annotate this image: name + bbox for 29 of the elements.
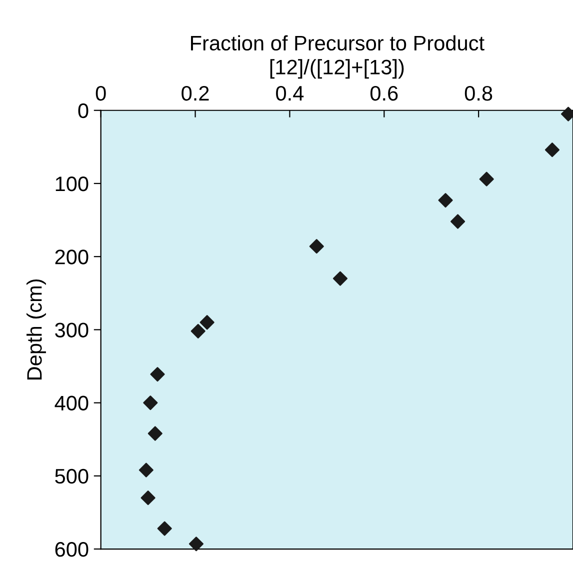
y-tick-label: 500 [55, 468, 88, 484]
y-tick-label: 200 [55, 250, 88, 264]
point [157, 521, 172, 536]
x-tick-label: 0 [96, 86, 106, 101]
x-tick-label: 0.4 [276, 86, 304, 101]
point [332, 271, 348, 286]
point [544, 142, 560, 158]
y-tick-label: 100 [56, 176, 88, 192]
point [148, 426, 162, 441]
x-tick-label: 0.8 [464, 86, 492, 101]
point [188, 536, 204, 552]
point [190, 324, 206, 338]
point [200, 315, 214, 330]
x-tick-label: 0.6 [370, 86, 398, 101]
point [150, 367, 165, 382]
point [309, 239, 324, 254]
y-tick-label: 400 [54, 396, 88, 411]
point [140, 490, 156, 506]
y-tick-label: 600 [55, 542, 88, 557]
y-tick-label: 0 [78, 103, 88, 118]
point [438, 193, 453, 208]
point [479, 172, 494, 186]
y-tick-label: 300 [55, 322, 88, 338]
x-axis-title: Fraction of Precursor to Product [12]/([12]+[13]) [191, 35, 484, 79]
point [450, 214, 466, 229]
x-tick-label: 0.2 [182, 86, 209, 101]
point [143, 396, 158, 410]
y-axis-title: Depth (cm) [26, 279, 46, 380]
point [138, 462, 154, 478]
